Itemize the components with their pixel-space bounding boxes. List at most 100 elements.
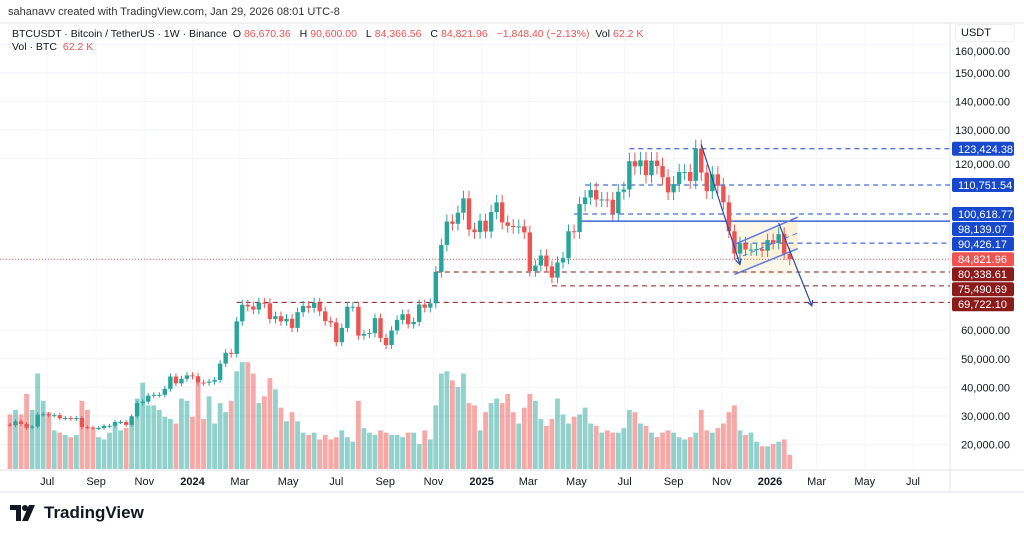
candle [273, 311, 278, 324]
volume-bar [466, 403, 472, 469]
volume-bar [770, 444, 776, 469]
volume-bar [737, 430, 743, 469]
candle-body [715, 174, 721, 186]
candle-body [411, 321, 416, 325]
volume-bar [295, 421, 300, 469]
volume-bar [179, 398, 184, 469]
candle-body [118, 422, 123, 424]
y-tick-label: 50,000.00 [961, 354, 1010, 366]
candle [101, 424, 107, 430]
price-tag-label: 84,821.96 [958, 254, 1007, 266]
candle [96, 426, 101, 430]
x-tick-label: Nov [424, 476, 444, 488]
candle-body [383, 337, 389, 346]
volume-bar [726, 412, 732, 469]
candle-body [140, 401, 145, 404]
candle [378, 313, 383, 343]
candle [234, 316, 239, 358]
candle [256, 297, 262, 315]
volume-bar [638, 423, 643, 469]
x-tick-label: Nov [135, 476, 155, 488]
candle [687, 163, 693, 189]
candle [184, 372, 190, 382]
candle [350, 301, 356, 312]
candle-body [732, 231, 737, 254]
candle [112, 420, 118, 428]
candle-body [35, 414, 40, 427]
candle-body [687, 172, 693, 181]
volume-bar [73, 434, 79, 469]
candle-body [671, 184, 676, 193]
candle-body [85, 427, 90, 429]
volume-bar [444, 371, 450, 469]
currency-selector[interactable]: USDT [955, 24, 1015, 42]
candle [140, 399, 145, 406]
candle [466, 190, 472, 237]
candle [311, 297, 317, 313]
candle-body [323, 311, 328, 322]
candle-body [63, 418, 68, 420]
chart-legend: BTCUSDT · Bitcoin / TetherUS · 1W · Bina… [12, 28, 649, 54]
volume-bar [57, 432, 63, 469]
candle-body [162, 388, 168, 395]
volume-bar [527, 394, 533, 469]
candle [488, 204, 494, 239]
candle [748, 243, 754, 256]
volume-bar [284, 421, 289, 469]
volume-bar [85, 409, 90, 469]
volume-bar [184, 400, 190, 469]
candle-body [7, 424, 13, 426]
volume-bar [499, 403, 505, 469]
candle-body [483, 220, 488, 232]
volume-bar [300, 432, 306, 469]
volume-bar [217, 403, 223, 469]
volume-bar [90, 428, 96, 469]
volume-bar [62, 434, 68, 469]
x-tick-label: Mar [519, 476, 538, 488]
y-tick-label: 130,000.00 [955, 125, 1010, 137]
volume-bar [488, 403, 494, 469]
volume-bar [156, 409, 162, 469]
candle-body [367, 333, 372, 335]
candle-body [450, 221, 455, 224]
candle [223, 349, 228, 368]
candle [361, 329, 367, 340]
x-tick-label: May [854, 476, 875, 488]
tradingview-logo-icon [10, 505, 35, 521]
candle [85, 425, 90, 430]
volume-bar [538, 419, 544, 469]
candle-body [477, 220, 483, 233]
volume-bar [134, 398, 140, 469]
candle [162, 386, 168, 398]
candle [40, 412, 46, 417]
candle [461, 190, 466, 220]
candle-body [710, 174, 715, 192]
candle-body [527, 232, 533, 271]
x-tick-label: 2026 [758, 476, 782, 488]
high-label: H [299, 28, 308, 40]
trend-arrow-line [700, 144, 741, 265]
x-tick-label: Sep [375, 476, 395, 488]
candle [682, 163, 687, 181]
volume-bar [505, 394, 511, 469]
symbol-info[interactable]: BTCUSDT · Bitcoin / TetherUS · 1W · Bina… [12, 28, 227, 40]
candle-body [190, 375, 195, 377]
candle-body [555, 262, 560, 278]
candle-body [511, 225, 516, 227]
candle [582, 189, 588, 212]
chart-credit: sahanavv created with TradingView.com, J… [8, 6, 340, 18]
tradingview-logo[interactable]: TradingView [10, 503, 144, 523]
volume-bar [101, 439, 107, 469]
volume-bar [555, 398, 560, 469]
volume-bar [250, 373, 256, 469]
candle-body [256, 302, 262, 310]
volume-label[interactable]: Vol · BTC [12, 41, 57, 53]
volume-bar [289, 412, 295, 469]
candle-body [682, 172, 687, 174]
candle-body [378, 318, 383, 338]
candle-body [107, 425, 112, 427]
x-tick-label: Nov [712, 476, 732, 488]
volume-bar [477, 430, 483, 469]
volume-bar [765, 446, 771, 469]
